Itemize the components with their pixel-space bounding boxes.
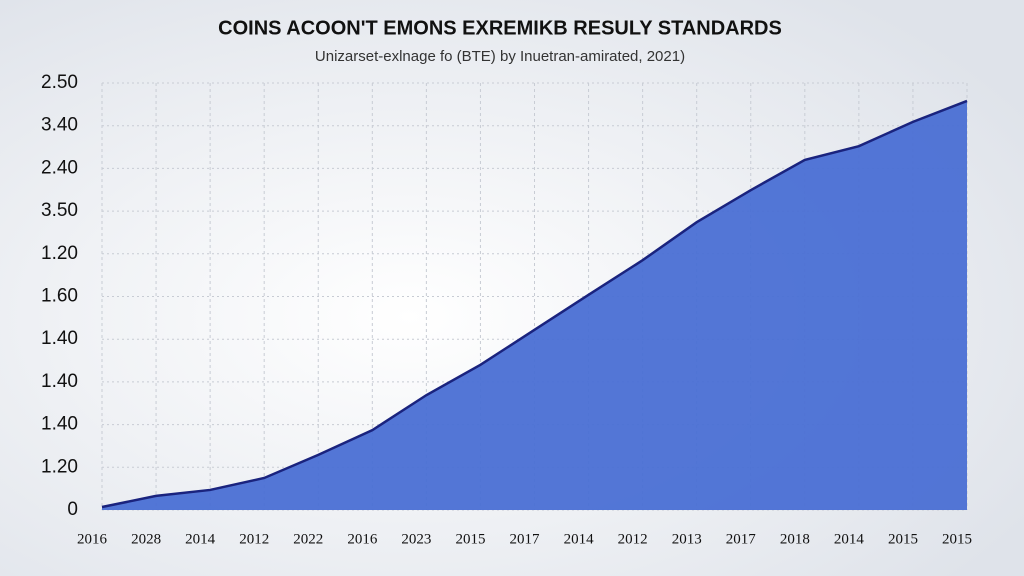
x-tick-label: 2012 bbox=[239, 531, 269, 547]
y-tick-label: 1.40 bbox=[41, 328, 78, 349]
y-tick-label: 1.20 bbox=[41, 243, 78, 264]
x-tick-label: 2016 bbox=[77, 531, 108, 547]
chart-subtitle: Unizarset-exlnage fo (BTE) by Inuetran-a… bbox=[315, 48, 685, 65]
chart-title: COINS ACOON'T EMONS EXREMIKB RESULY STAN… bbox=[218, 17, 782, 39]
x-tick-label: 2022 bbox=[293, 531, 323, 547]
x-tick-label: 2017 bbox=[510, 531, 541, 547]
x-tick-label: 2015 bbox=[942, 531, 972, 547]
x-tick-label: 2016 bbox=[347, 531, 378, 547]
y-tick-label: 1.20 bbox=[41, 456, 78, 477]
x-tick-label: 2014 bbox=[564, 531, 595, 547]
y-tick-label: 0 bbox=[67, 499, 78, 520]
y-tick-label: 3.50 bbox=[41, 200, 78, 221]
x-tick-label: 2015 bbox=[888, 531, 918, 547]
x-tick-label: 2023 bbox=[401, 531, 431, 547]
y-tick-label: 1.40 bbox=[41, 371, 78, 392]
x-tick-label: 2018 bbox=[780, 531, 810, 547]
x-tick-label: 2012 bbox=[618, 531, 648, 547]
area-line bbox=[101, 99, 968, 509]
x-tick-label: 2013 bbox=[672, 531, 702, 547]
y-tick-label: 3.40 bbox=[41, 115, 78, 136]
x-tick-label: 2015 bbox=[455, 531, 485, 547]
x-tick-label: 2028 bbox=[131, 531, 161, 547]
x-tick-label: 2017 bbox=[726, 531, 757, 547]
y-tick-label: 2.40 bbox=[41, 157, 78, 178]
y-tick-label: 1.60 bbox=[41, 286, 78, 307]
y-tick-label: 2.50 bbox=[41, 72, 78, 93]
area bbox=[102, 100, 967, 511]
y-tick-label: 1.40 bbox=[41, 414, 78, 435]
x-tick-label: 2014 bbox=[185, 531, 216, 547]
x-tick-label: 2014 bbox=[834, 531, 865, 547]
